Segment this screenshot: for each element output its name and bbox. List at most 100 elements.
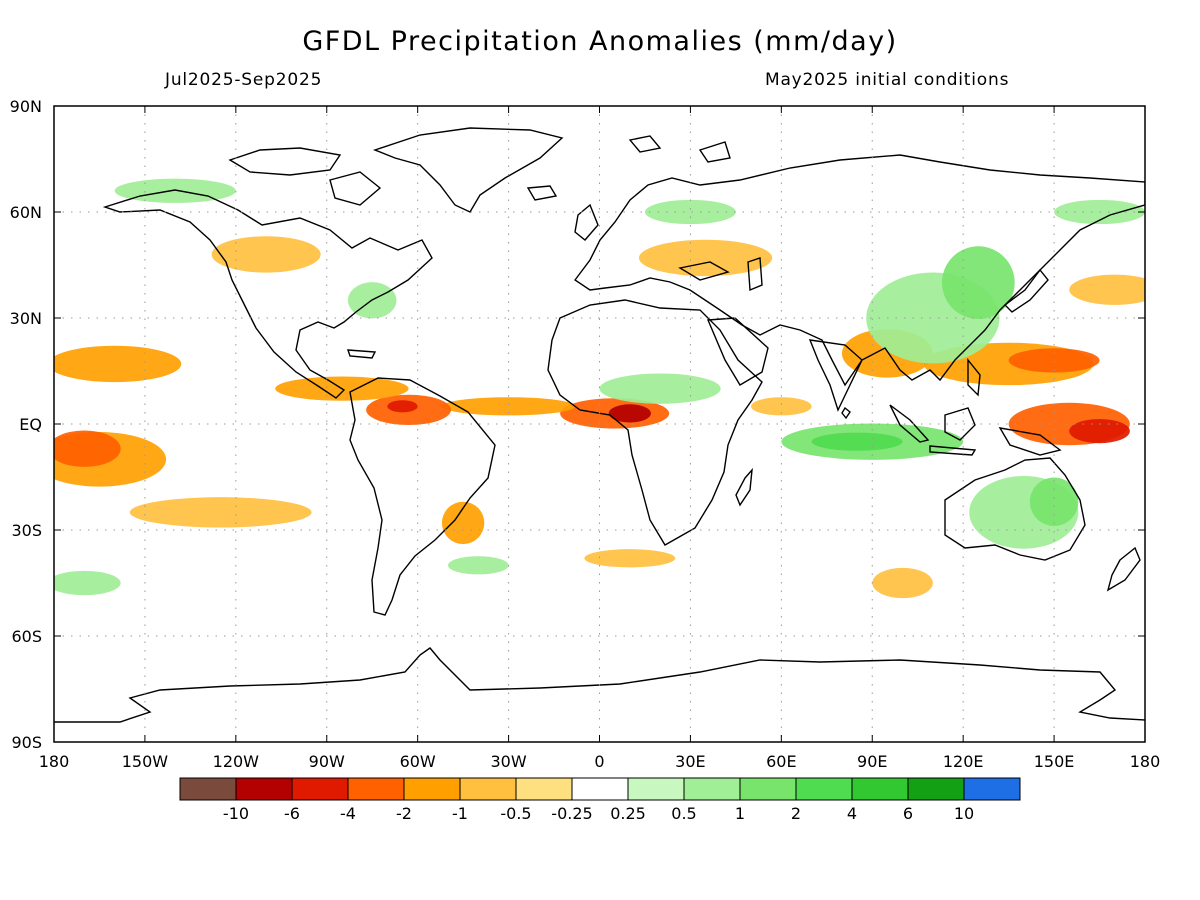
anomaly-region-21 <box>1069 274 1145 305</box>
coast-arctic-archipelago <box>228 147 342 176</box>
coast-africa <box>547 299 763 546</box>
colorbar-label: -0.25 <box>551 804 592 823</box>
colorbar-swatch <box>291 777 349 801</box>
coast-black-sea <box>678 261 730 281</box>
map-axes: 180 150W 120W 90W 60W 30W 0 30E 60E 90E 120E 150E 18… <box>10 97 1161 771</box>
colorbar-swatch <box>963 777 1021 801</box>
coast-svalbard <box>628 135 662 153</box>
coast-novaya-zemlya <box>698 141 731 163</box>
x-tick-label: 60E <box>766 752 796 771</box>
colorbar-swatch <box>403 777 461 801</box>
colorbar-swatch <box>851 777 909 801</box>
colorbar-label: 0.5 <box>671 804 696 823</box>
y-tick-label: 30S <box>11 521 42 540</box>
coast-caspian <box>747 257 763 292</box>
anomaly-region-29 <box>114 178 236 203</box>
y-tick-label: 60S <box>11 627 42 646</box>
x-tick-label: 150E <box>1034 752 1075 771</box>
colorbar-label: 10 <box>954 804 974 823</box>
x-tick-label: 30E <box>675 752 705 771</box>
x-tick-label: 90W <box>309 752 345 771</box>
coast-antarctica <box>54 647 1145 723</box>
colorbar-swatch <box>347 777 405 801</box>
coast-greenland <box>372 127 564 213</box>
colorbar-label: 2 <box>791 804 801 823</box>
x-tick-label: 120W <box>213 752 260 771</box>
x-tick-label: 180 <box>1130 752 1161 771</box>
anomaly-region-2 <box>441 397 576 416</box>
colorbar-swatch <box>459 777 517 801</box>
colorbar-label: 0.25 <box>610 804 646 823</box>
anomaly-region-28 <box>1029 477 1079 526</box>
colorbar-swatch <box>235 777 293 801</box>
coast-sri-lanka <box>841 406 851 420</box>
anomaly-region-10 <box>441 501 485 545</box>
colorbar-label: 1 <box>735 804 745 823</box>
anomaly-region-23 <box>811 432 903 451</box>
coast-borneo <box>944 407 976 441</box>
x-tick-label: 120E <box>943 752 984 771</box>
coast-madagascar <box>735 467 753 507</box>
anomaly-region-19 <box>584 549 676 568</box>
anomaly-region-32 <box>54 570 121 596</box>
coast-philippines <box>967 358 981 397</box>
colorbar-swatch <box>515 777 573 801</box>
coast-australia <box>944 457 1086 561</box>
colorbar-swatch <box>795 777 853 801</box>
anomaly-region-1 <box>608 404 652 423</box>
anomaly-region-34 <box>644 199 736 225</box>
colorbar-label: 4 <box>847 804 857 823</box>
colorbar-label: -6 <box>284 804 300 823</box>
colorbar-swatch <box>739 777 797 801</box>
coast-eurasia <box>573 154 1145 387</box>
anomaly-shading <box>54 178 1145 599</box>
anomaly-region-12 <box>638 239 773 277</box>
coast-baffin <box>329 171 382 206</box>
anomaly-region-8 <box>54 430 121 467</box>
initial-conditions-label: May2025 initial conditions <box>765 70 1010 90</box>
anomaly-region-9 <box>129 497 312 528</box>
colorbar-label: -1 <box>452 804 468 823</box>
forecast-period: Jul2025-Sep2025 <box>165 70 323 90</box>
anomaly-region-14 <box>1008 348 1100 373</box>
anomaly-region-11 <box>211 236 321 273</box>
coast-caribbean-islands <box>347 349 377 359</box>
anomaly-region-6 <box>54 345 182 383</box>
map-title: GFDL Precipitation Anomalies (mm/day) <box>302 26 898 57</box>
colorbar-label: 6 <box>903 804 913 823</box>
colorbar-swatch <box>571 777 629 801</box>
graticule <box>54 106 1145 742</box>
coast-north-america <box>102 189 433 399</box>
y-tick-label: EQ <box>19 415 42 434</box>
coast-south-america <box>349 377 496 616</box>
coast-iceland <box>526 185 558 201</box>
x-tick-label: 60W <box>400 752 436 771</box>
colorbar-swatch <box>683 777 741 801</box>
coast-sumatra <box>889 404 930 443</box>
anomaly-region-4 <box>387 400 418 413</box>
coast-java <box>929 445 977 456</box>
anomaly-region-18 <box>751 397 812 416</box>
y-tick-label: 90N <box>10 97 42 116</box>
y-tick-label: 90S <box>11 733 42 752</box>
coast-new-zealand <box>1106 546 1141 592</box>
coastlines <box>54 127 1145 723</box>
colorbar-label: -4 <box>340 804 356 823</box>
colorbar-label: -0.5 <box>500 804 531 823</box>
colorbar-swatch <box>627 777 685 801</box>
x-tick-label: 30W <box>490 752 526 771</box>
coast-uk <box>574 203 599 241</box>
anomaly-region-26 <box>941 246 1015 320</box>
anomaly-region-24 <box>599 373 721 404</box>
x-tick-label: 150W <box>122 752 169 771</box>
colorbar-label: -2 <box>396 804 412 823</box>
anomaly-region-31 <box>447 556 509 575</box>
colorbar: -10 -6 -4 -2 -1 -0.5 -0.25 0.25 0.5 1 2 4 6 10 <box>179 777 1021 823</box>
anomaly-region-16 <box>1069 418 1130 444</box>
coast-india <box>808 339 863 412</box>
x-tick-label: 180 <box>39 752 70 771</box>
coast-japan <box>1003 268 1049 313</box>
colorbar-swatch <box>907 777 965 801</box>
anomaly-region-20 <box>872 567 933 599</box>
